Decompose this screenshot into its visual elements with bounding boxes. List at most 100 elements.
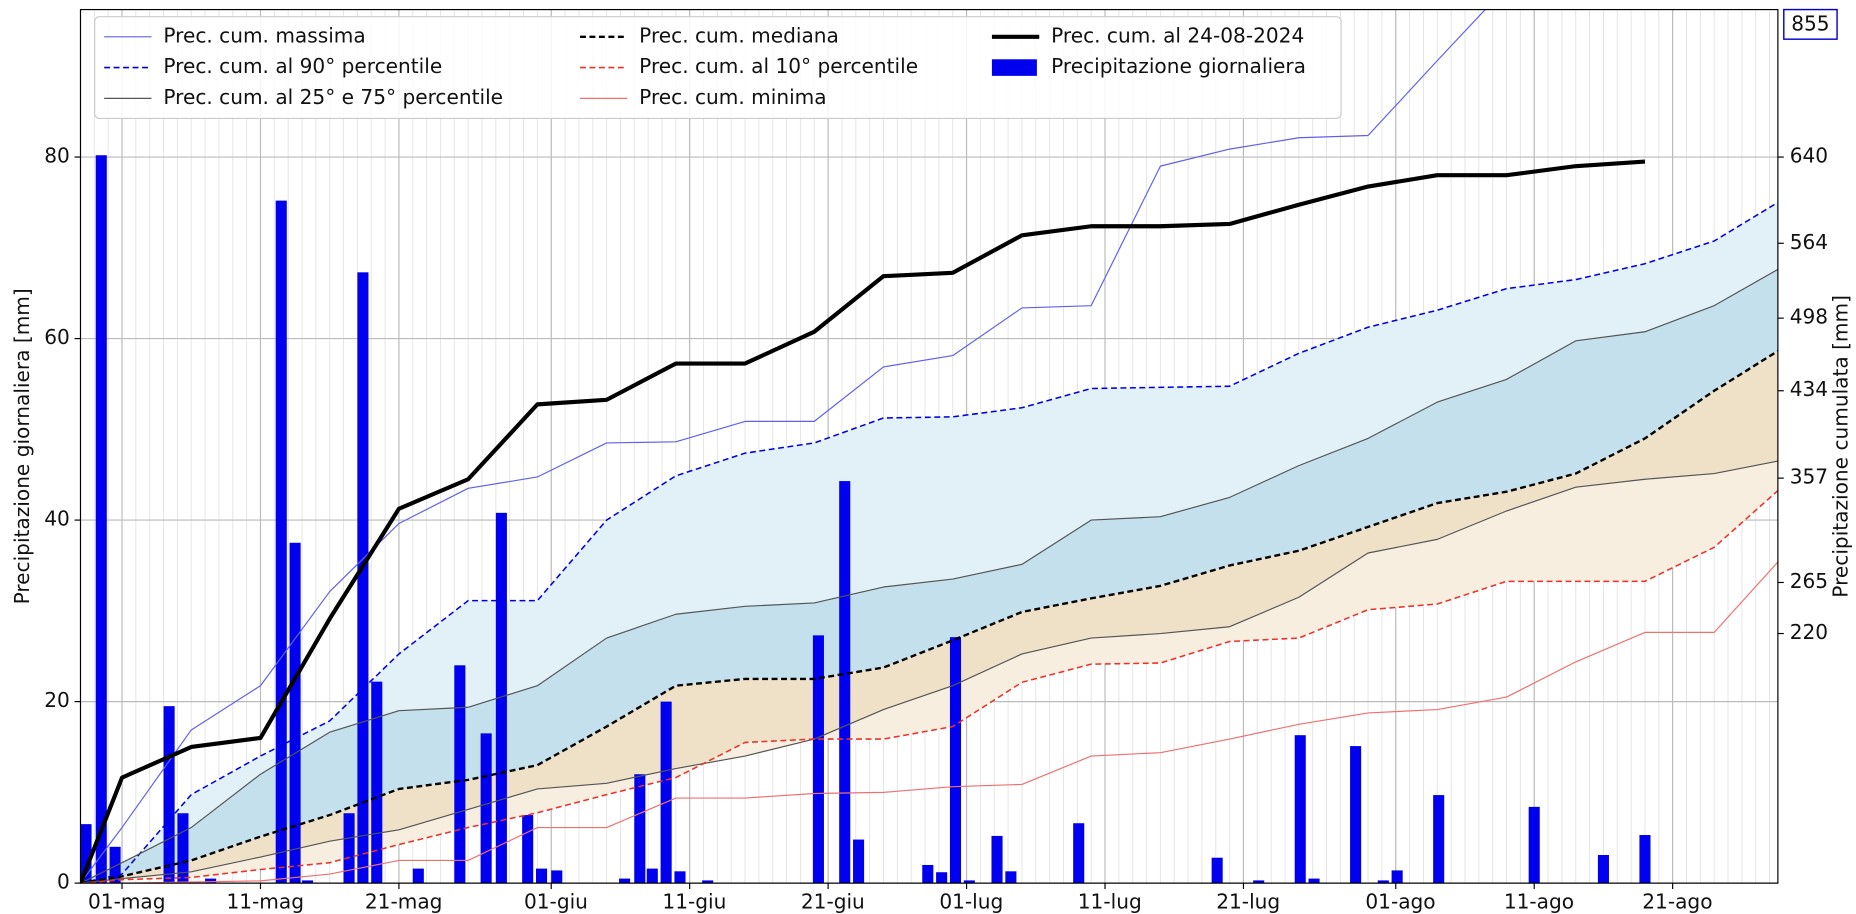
x-tick-label: 01-mag (88, 890, 166, 914)
y2-axis-label: Precipitazione cumulata [mm] (1828, 295, 1852, 598)
line (80, 201, 1778, 884)
bar (936, 872, 948, 884)
bar (343, 813, 355, 884)
x-tick-label: 01-giu (524, 890, 588, 914)
bar (674, 871, 686, 884)
plot-frame (79, 8, 1779, 884)
bar (412, 868, 424, 884)
bar (535, 868, 548, 884)
y2-tick-label: 220 (1790, 620, 1828, 644)
line (80, 268, 1778, 884)
line (80, 159, 1646, 884)
bar (357, 272, 369, 884)
bar (619, 878, 631, 884)
legend-label: Prec. cum. al 90° percentile (163, 54, 442, 78)
y2-tick-label: 357 (1790, 465, 1828, 489)
x-tick-label: 21-mag (365, 890, 443, 914)
bar (177, 813, 189, 884)
bar (634, 774, 646, 884)
bar (1350, 746, 1362, 884)
bar (205, 878, 217, 884)
bar (163, 706, 175, 884)
bar (963, 880, 975, 884)
x-tick-label: 11-lug (1078, 890, 1142, 914)
bar (1073, 823, 1085, 884)
legend: Prec. cum. massima Prec. cum. al 90° perc… (94, 16, 1342, 120)
legend-label: Prec. cum. minima (639, 85, 826, 109)
x-tick-label: 21-ago (1642, 890, 1712, 914)
x-tick-label: 21-giu (801, 890, 865, 914)
bar (702, 880, 714, 884)
lines (80, 9, 1778, 884)
bar (95, 155, 107, 884)
annotation: 855 (1791, 11, 1829, 35)
annotation-box (1783, 8, 1838, 40)
y2-tick-label: 434 (1790, 377, 1828, 401)
bar (1308, 878, 1320, 884)
y-tick-label: 20 (44, 688, 70, 712)
bar (522, 815, 534, 884)
x-tick-label: 21-lug (1216, 890, 1280, 914)
bar (1005, 871, 1017, 884)
line (80, 9, 1487, 884)
bar (1597, 854, 1609, 884)
x-tick-label: 11-ago (1504, 890, 1574, 914)
bar (1294, 735, 1306, 884)
y-tick-label: 80 (44, 144, 70, 168)
bar (371, 681, 383, 884)
x-tick-label: 01-ago (1365, 890, 1435, 914)
bar (495, 512, 507, 884)
bar (275, 200, 287, 884)
y-tick-label: 40 (44, 507, 70, 531)
x-tick-label: 11-mag (226, 890, 304, 914)
bar (1639, 835, 1651, 884)
line (80, 350, 1778, 884)
legend-label: Prec. cum. al 24-08-2024 (1051, 23, 1304, 47)
bar (1211, 857, 1223, 884)
bar (109, 846, 121, 884)
bar (812, 635, 824, 884)
legend-swatch (991, 59, 1037, 76)
bar (289, 542, 301, 884)
bar (1528, 806, 1540, 884)
legend-label: Prec. cum. massima (163, 23, 365, 47)
legend-label: Precipitazione giornaliera (1051, 54, 1306, 78)
bar (839, 481, 851, 884)
bar (480, 733, 492, 884)
bar (454, 665, 466, 884)
x-tick-label: 11-giu (662, 890, 726, 914)
y-axis-label: Precipitazione giornaliera [mm] (10, 288, 34, 604)
bars (80, 155, 1651, 884)
bar (922, 864, 934, 884)
legend-box (94, 16, 1342, 120)
y-tick-label: 0 (57, 870, 70, 894)
bar (853, 839, 865, 884)
bar (1253, 880, 1265, 884)
bar (660, 701, 672, 884)
x-tick-label: 01-lug (939, 890, 1003, 914)
y2-tick-label: 564 (1790, 230, 1828, 254)
line (80, 561, 1778, 884)
bar (991, 835, 1003, 884)
line (80, 490, 1778, 884)
bar (646, 868, 658, 884)
y2-tick-label: 498 (1790, 305, 1828, 329)
line (80, 460, 1778, 884)
legend-label: Prec. cum. al 10° percentile (639, 54, 918, 78)
y-tick-label: 60 (44, 325, 70, 349)
bar (551, 870, 563, 884)
bar (80, 824, 92, 884)
band (80, 202, 1778, 884)
bar (1391, 870, 1403, 884)
bar (949, 637, 962, 884)
legend-label: Prec. cum. al 25° e 75° percentile (163, 85, 503, 109)
legend-label: Prec. cum. mediana (639, 23, 839, 47)
y2-tick-label: 640 (1790, 144, 1828, 168)
y2-tick-label: 265 (1790, 569, 1828, 593)
bar (1433, 795, 1445, 884)
axes: 01-mag 11-mag 21-mag 01-giu 11-giu 21-giu 01-l… (44, 144, 1828, 914)
band (80, 461, 1778, 884)
bar (1377, 880, 1389, 884)
